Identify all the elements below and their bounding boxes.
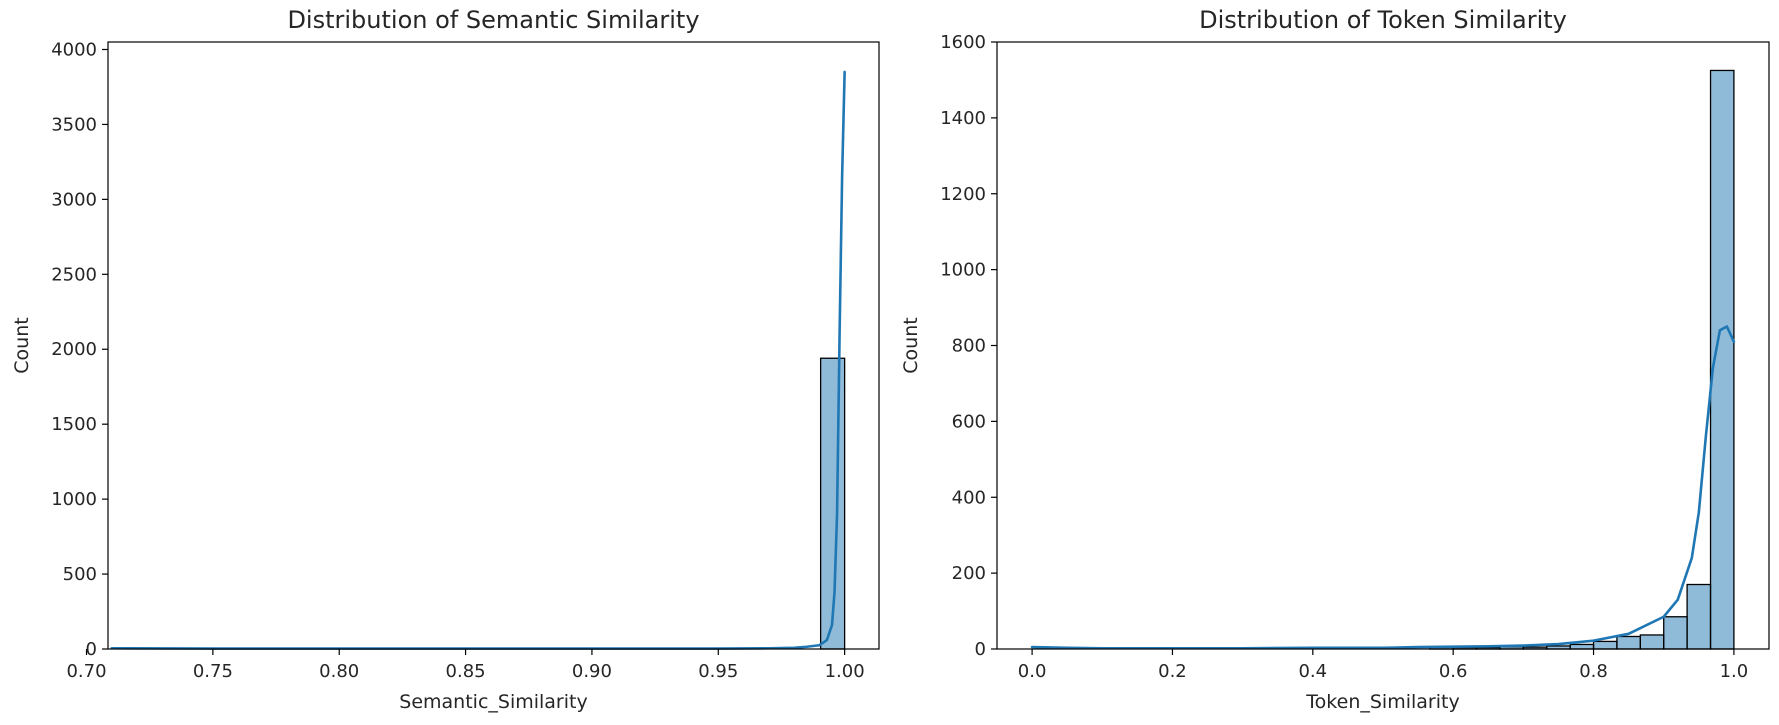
x-tick-label: 0.6 xyxy=(1439,661,1468,682)
x-tick-label: 0.90 xyxy=(572,661,612,682)
histogram-bar xyxy=(1616,635,1642,650)
x-tick-label: 0.4 xyxy=(1298,661,1327,682)
histogram-bar xyxy=(1639,634,1665,650)
x-tick-label: 0.95 xyxy=(698,661,738,682)
x-tick-label: 0.70 xyxy=(66,661,106,682)
x-tick-label: 1.0 xyxy=(1720,661,1749,682)
y-tick-label: 2500 xyxy=(51,264,97,285)
histogram-bar xyxy=(1592,640,1618,650)
x-tick-label: 0.2 xyxy=(1158,661,1187,682)
kde-line xyxy=(110,70,846,650)
axes-frame xyxy=(107,41,880,650)
y-tick-label: 1400 xyxy=(940,108,986,129)
y-tick-label: 500 xyxy=(63,564,97,585)
histogram-bar xyxy=(1663,616,1688,650)
y-axis-label: Count xyxy=(11,317,33,373)
y-tick-label: 0 xyxy=(86,639,97,660)
x-axis-label: Semantic_Similarity xyxy=(399,691,587,713)
x-tick-label: 0.0 xyxy=(1018,661,1047,682)
y-tick-label: 1500 xyxy=(51,414,97,435)
semantic-similarity-panel: 0.70 0.75 0.80 0.85 0.90 0.95 1.00 0 500 1000 1500… xyxy=(11,6,880,713)
y-tick-label: 3500 xyxy=(51,114,97,135)
histogram-bar xyxy=(1686,583,1712,650)
histogram-bar xyxy=(1569,643,1595,650)
x-tick-label: 0.75 xyxy=(193,661,233,682)
y-axis-label: Count xyxy=(900,317,922,373)
x-axis-label: Token_Similarity xyxy=(1305,691,1459,713)
x-tick-label: 0.80 xyxy=(319,661,359,682)
kde-line xyxy=(1030,325,1736,650)
chart-title: Distribution of Token Similarity xyxy=(1199,6,1567,34)
y-tick-label: 4000 xyxy=(51,39,97,60)
y-tick-label: 1600 xyxy=(940,32,986,53)
y-tick-label: 2000 xyxy=(51,339,97,360)
y-tick-label: 1000 xyxy=(51,489,97,510)
chart-title: Distribution of Semantic Similarity xyxy=(287,6,699,34)
y-tick-label: 400 xyxy=(952,487,986,508)
token-similarity-panel: 0.0 0.2 0.4 0.6 0.8 1.0 0 200 400 600 800 1000 1200 1… xyxy=(900,6,1770,713)
y-tick-label: 3000 xyxy=(51,189,97,210)
y-tick-label: 200 xyxy=(952,563,986,584)
y-tick-label: 1200 xyxy=(940,184,986,205)
x-tick-label: 0.85 xyxy=(446,661,486,682)
x-tick-label: 1.00 xyxy=(825,661,865,682)
axes-frame xyxy=(996,41,1770,650)
y-tick-label: 800 xyxy=(952,336,986,357)
x-tick-label: 0.8 xyxy=(1579,661,1608,682)
y-tick-label: 0 xyxy=(975,639,986,660)
y-tick-label: 1000 xyxy=(940,260,986,281)
y-tick-label: 600 xyxy=(952,411,986,432)
